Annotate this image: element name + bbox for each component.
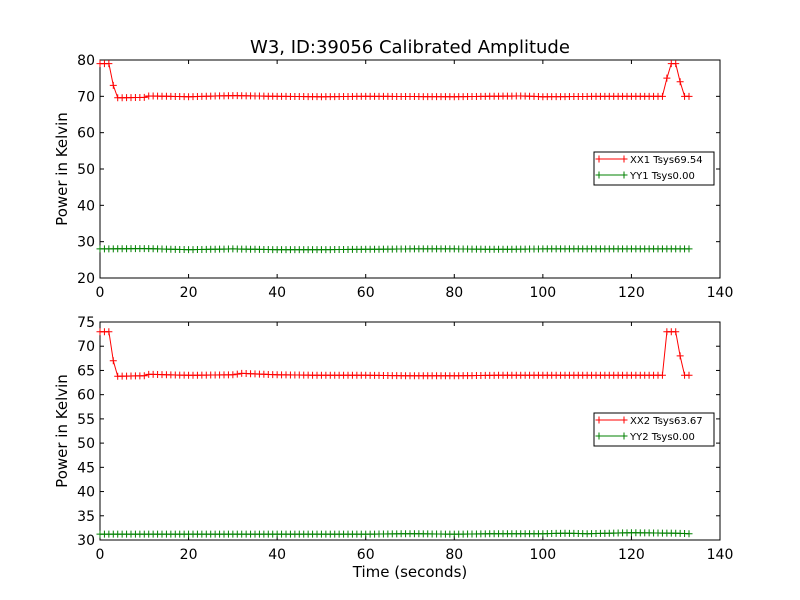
y-tick-label: 60	[77, 388, 95, 404]
legend: XX1 Tsys69.54 YY1 Tsys0.00	[593, 151, 715, 186]
y-tick-label: 30	[77, 533, 95, 549]
y-tick-label: 45	[77, 460, 95, 476]
y-tick-label: 30	[77, 235, 95, 251]
chart-title: W3, ID:39056 Calibrated Amplitude	[250, 37, 570, 58]
data-point	[140, 93, 148, 101]
data-point	[663, 74, 671, 82]
y-tick-label: 55	[77, 412, 95, 428]
y-axis-label: Power in Kelvin	[53, 112, 71, 226]
legend-swatch-marker	[620, 171, 628, 179]
data-point	[658, 92, 666, 100]
y-tick-label: 50	[77, 436, 95, 452]
x-tick-label: 80	[445, 547, 463, 563]
series-line	[100, 331, 689, 377]
y-tick-label: 35	[77, 509, 95, 525]
data-point	[676, 352, 684, 360]
legend-label: YY1 Tsys0.00	[629, 171, 695, 182]
x-axis-label: Time (seconds)	[352, 563, 468, 581]
x-tick-label: 140	[707, 547, 734, 563]
y-tick-label: 20	[77, 271, 95, 287]
y-tick-label: 70	[77, 339, 95, 355]
legend-swatch-marker	[620, 416, 628, 424]
legend: XX2 Tsys63.67 YY2 Tsys0.00	[593, 412, 715, 447]
x-tick-label: 80	[445, 285, 463, 301]
legend-label: XX1 Tsys69.54	[630, 155, 703, 166]
legend-swatch-marker	[595, 416, 603, 424]
data-point	[676, 78, 684, 86]
x-tick-label: 120	[618, 285, 645, 301]
data-point	[685, 371, 693, 379]
series-yy2	[96, 529, 693, 538]
series-xx2	[96, 328, 693, 380]
data-point	[233, 370, 241, 378]
y-tick-label: 75	[77, 315, 95, 331]
data-point	[229, 371, 237, 379]
x-tick-label: 40	[268, 285, 286, 301]
data-point	[105, 60, 113, 68]
x-tick-label: 60	[357, 285, 375, 301]
data-point	[658, 371, 666, 379]
legend-box	[593, 412, 715, 447]
data-point	[685, 530, 693, 538]
legend-box	[593, 151, 715, 186]
legend-swatch-marker	[595, 171, 603, 179]
y-tick-label: 40	[77, 198, 95, 214]
data-point	[109, 81, 117, 89]
x-tick-label: 100	[529, 285, 556, 301]
legend-swatch-marker	[595, 155, 603, 163]
legend-label: YY2 Tsys0.00	[629, 432, 695, 443]
x-tick-label: 100	[529, 547, 556, 563]
series-line	[100, 63, 689, 99]
data-point	[685, 245, 693, 253]
y-tick-label: 80	[77, 53, 95, 69]
legend-swatch-marker	[620, 432, 628, 440]
data-point	[140, 372, 148, 380]
y-tick-label: 70	[77, 89, 95, 105]
x-tick-label: 0	[96, 547, 105, 563]
series-yy1	[96, 245, 693, 254]
legend-swatch-marker	[595, 432, 603, 440]
y-tick-label: 65	[77, 363, 95, 379]
data-point	[672, 60, 680, 68]
x-tick-label: 120	[618, 547, 645, 563]
data-point	[105, 328, 113, 336]
x-tick-label: 60	[357, 547, 375, 563]
subplot-bottom: 0 20 40 60 80 100 120 140 30 35 40 45 50 55 60 65 70 75 Po…	[53, 315, 733, 563]
x-tick-label: 20	[180, 547, 198, 563]
data-point	[672, 328, 680, 336]
y-tick-label: 40	[77, 485, 95, 501]
data-point	[685, 92, 693, 100]
plot-frame	[99, 321, 721, 541]
x-tick-label: 0	[96, 285, 105, 301]
y-tick-label: 60	[77, 126, 95, 142]
x-tick-label: 40	[268, 547, 286, 563]
x-tick-label: 20	[180, 285, 198, 301]
y-axis-label: Power in Kelvin	[53, 374, 71, 488]
legend-label: XX2 Tsys63.67	[630, 416, 703, 427]
legend-swatch-marker	[620, 155, 628, 163]
y-tick-label: 50	[77, 162, 95, 178]
x-tick-label: 140	[707, 285, 734, 301]
data-point	[109, 357, 117, 365]
series-xx1	[96, 60, 693, 102]
